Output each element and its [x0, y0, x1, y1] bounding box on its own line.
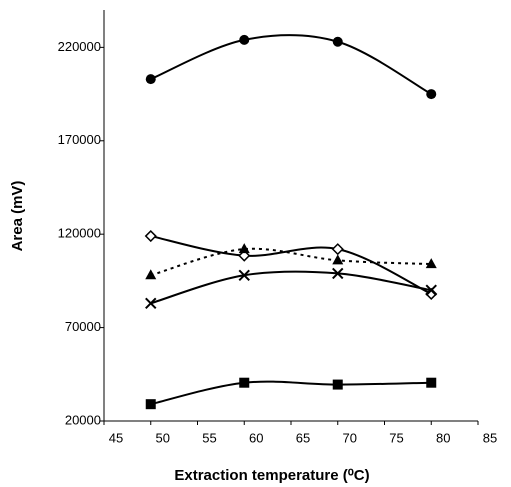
y-tick-label: 170000 [58, 132, 101, 147]
marker [238, 269, 250, 281]
y-tick-label: 120000 [58, 226, 101, 241]
x-tick-label: 65 [296, 430, 310, 445]
x-axis-title: Extraction temperature (⁰C) [174, 467, 369, 484]
series-line [150, 34, 432, 95]
series-line [150, 380, 432, 406]
x-tick-label: 55 [202, 430, 216, 445]
marker [239, 34, 250, 45]
y-axis-title: Area (mV) [9, 181, 26, 252]
y-tick-label: 70000 [65, 319, 101, 334]
marker [425, 258, 437, 269]
y-tick-label: 20000 [65, 412, 101, 427]
marker [145, 269, 157, 280]
marker [331, 243, 344, 256]
x-tick-label: 70 [343, 430, 357, 445]
marker [332, 36, 343, 47]
x-tick-label: 60 [249, 430, 263, 445]
marker [145, 399, 156, 410]
marker [426, 377, 437, 388]
marker [332, 267, 344, 280]
marker [426, 89, 437, 100]
series-line [150, 270, 432, 305]
x-tick-label: 85 [483, 430, 497, 445]
marker [425, 284, 437, 296]
marker [144, 229, 157, 243]
marker [238, 249, 251, 262]
marker [238, 243, 250, 254]
marker [332, 254, 344, 265]
y-tick-label: 220000 [58, 39, 101, 54]
marker [145, 74, 156, 85]
marker [239, 377, 250, 388]
marker [145, 297, 157, 310]
series-line [150, 247, 432, 277]
series-line [150, 235, 432, 295]
x-tick-label: 50 [156, 430, 170, 445]
x-tick-label: 80 [436, 430, 450, 445]
x-tick-label: 45 [109, 430, 123, 445]
x-tick-label: 75 [389, 430, 403, 445]
marker [332, 379, 343, 390]
